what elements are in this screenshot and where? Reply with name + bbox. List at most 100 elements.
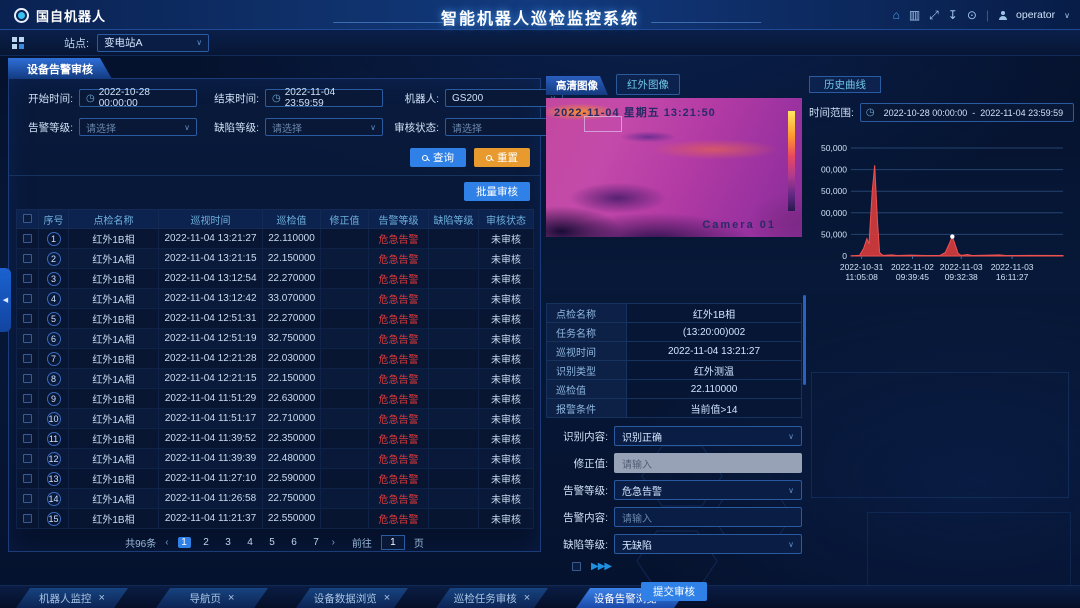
row-checkbox[interactable] (23, 353, 32, 363)
page-button-7[interactable]: 7 (313, 537, 319, 548)
recognition-content-select[interactable]: 识别正确 ∨ (614, 426, 802, 446)
image-detail-panel: 高清图像 红外图像 2022-11-04 星期五 13:21:50 Camera … (546, 74, 802, 601)
apps-grid-icon[interactable] (12, 36, 24, 49)
row-checkbox[interactable] (23, 413, 32, 423)
alarm-level-select[interactable]: 危急告警 ∨ (614, 480, 802, 500)
alarm-content-input[interactable]: 请输入 (614, 507, 802, 527)
row-checkbox[interactable] (23, 373, 32, 383)
fullscreen-icon[interactable]: ⤢ (929, 8, 939, 22)
table-cell: 红外1A相 (68, 448, 159, 469)
page-button-4[interactable]: 4 (247, 537, 253, 548)
batch-review-button[interactable]: 批量审核 (464, 182, 530, 201)
bottom-tab-机器人监控[interactable]: 机器人监控 × (16, 588, 128, 608)
time-range-label: 时间范围: (809, 107, 854, 119)
submit-review-button[interactable]: 提交审核 (641, 582, 707, 601)
reset-button[interactable]: 重置 (474, 148, 530, 167)
page-button-5[interactable]: 5 (269, 537, 275, 548)
image-tab[interactable]: 红外图像 (616, 74, 680, 95)
home-icon[interactable]: ⌂ (892, 8, 900, 22)
prev-page-button[interactable]: ‹ (165, 537, 169, 548)
table-row[interactable]: 11 红外1B相 2022-11-04 11:39:52 22.350000 危急告警 未… (16, 428, 534, 449)
start-time-picker-label: 开始时间: (28, 92, 73, 105)
download-icon[interactable]: ↧ (947, 8, 958, 22)
bottom-tab-巡检任务审核[interactable]: 巡检任务审核 × (436, 588, 548, 608)
row-checkbox[interactable] (23, 473, 32, 483)
table-row[interactable]: 9 红外1B相 2022-11-04 11:51:29 22.630000 危急告警 未审… (16, 388, 534, 409)
defect-level-select[interactable]: 无缺陷 ∨ (614, 534, 802, 554)
start-time-picker[interactable]: ◷ 2022-10-28 00:00:00 (79, 87, 197, 109)
power-icon[interactable]: ⊙ (966, 8, 977, 22)
next-page-button[interactable]: › (331, 537, 335, 548)
page-button-3[interactable]: 3 (225, 537, 231, 548)
table-cell (320, 408, 369, 429)
history-curve-tab[interactable]: 历史曲线 (809, 76, 881, 93)
table-cell: 红外1A相 (68, 248, 159, 269)
table-row[interactable]: 3 红外1B相 2022-11-04 13:12:54 22.270000 危急告警 未审… (16, 268, 534, 289)
layout-icon[interactable]: ▥ (908, 8, 921, 22)
collapse-sidebar-arrow[interactable]: ◀ (0, 268, 11, 332)
close-icon[interactable]: × (98, 592, 105, 604)
scrollbar-thumb[interactable] (803, 295, 806, 385)
row-number: 14 (46, 491, 61, 506)
row-checkbox[interactable] (23, 313, 32, 323)
table-row[interactable]: 13 红外1B相 2022-11-04 11:27:10 22.590000 危急告警 未… (16, 468, 534, 489)
page-button-6[interactable]: 6 (291, 537, 297, 548)
end-time-picker[interactable]: ◷ 2022-11-04 23:59:59 (265, 87, 383, 109)
chevron-down-icon: ∨ (788, 485, 794, 495)
row-number: 4 (46, 291, 61, 306)
header-decor-line (644, 22, 762, 32)
form-checkbox[interactable] (572, 562, 581, 571)
table-row[interactable]: 12 红外1A相 2022-11-04 11:39:39 22.480000 危急告警 未… (16, 448, 534, 469)
row-checkbox[interactable] (23, 453, 32, 463)
search-button[interactable]: 查询 (410, 148, 466, 167)
svg-text:00,000: 00,000 (821, 208, 847, 218)
table-row[interactable]: 15 红外1B相 2022-11-04 11:21:37 22.550000 危急告警 未… (16, 508, 534, 529)
table-cell: 危急告警 (368, 268, 429, 289)
page-button-1[interactable]: 1 (177, 537, 191, 548)
svg-text:2022-11-03: 2022-11-03 (940, 262, 983, 272)
table-row[interactable]: 6 红外1A相 2022-11-04 12:51:19 32.750000 危急告警 未审… (16, 328, 534, 349)
table-row[interactable]: 14 红外1A相 2022-11-04 11:26:58 22.750000 危急告警 未… (16, 488, 534, 509)
review-status-filter[interactable]: 请选择∨ (445, 118, 563, 136)
close-icon[interactable]: × (523, 592, 531, 604)
user-menu[interactable]: operator (1016, 9, 1056, 21)
table-row[interactable]: 10 红外1A相 2022-11-04 11:51:17 22.710000 危急告警 未… (16, 408, 534, 429)
table-row[interactable]: 7 红外1B相 2022-11-04 12:21:28 22.030000 危急告警 未审… (16, 348, 534, 369)
time-range-picker[interactable]: ◷ 2022-10-28 00:00:00 - 2022-11-04 23:59… (859, 103, 1074, 122)
bottom-tab-导航页[interactable]: 导航页 × (156, 588, 268, 608)
alarm-level-filter[interactable]: 请选择 ∨ (79, 118, 197, 136)
form-row: 告警内容: 请输入 (546, 507, 802, 527)
row-checkbox[interactable] (23, 493, 32, 503)
image-tab[interactable]: 高清图像 (546, 76, 608, 95)
table-cell: 未审核 (478, 468, 534, 489)
defect-level-filter[interactable]: 请选择 ∨ (265, 118, 383, 136)
table-cell: 危急告警 (368, 488, 429, 509)
panel-tab-device-alarm-review[interactable]: 设备告警审核 (8, 58, 112, 79)
row-checkbox[interactable] (23, 273, 32, 283)
row-checkbox[interactable] (23, 253, 32, 263)
goto-page-input[interactable] (380, 535, 405, 550)
row-checkbox[interactable] (23, 513, 32, 523)
table-cell: 2022-11-04 11:51:17 (158, 408, 263, 429)
table-row[interactable]: 1 红外1B相 2022-11-04 13:21:27 22.110000 危急告警 未审… (16, 228, 534, 249)
station-select[interactable]: 变电站A ∨ (97, 33, 210, 52)
row-checkbox[interactable] (23, 393, 32, 403)
row-checkbox[interactable] (23, 233, 32, 243)
chevron-down-icon[interactable]: ∨ (1064, 10, 1070, 20)
table-cell (320, 228, 369, 249)
table-cell: 未审核 (478, 508, 534, 529)
table-row[interactable]: 5 红外1B相 2022-11-04 12:51:31 22.270000 危急告警 未审… (16, 308, 534, 329)
close-icon[interactable]: × (228, 592, 235, 604)
close-icon[interactable]: × (383, 592, 391, 604)
row-checkbox[interactable] (23, 293, 32, 303)
table-row[interactable]: 4 红外1A相 2022-11-04 13:12:42 33.070000 危急告警 未审… (16, 288, 534, 309)
table-row[interactable]: 8 红外1A相 2022-11-04 12:21:15 22.150000 危急告警 未审… (16, 368, 534, 389)
row-checkbox[interactable] (23, 433, 32, 443)
row-checkbox[interactable] (23, 333, 32, 343)
select-all-checkbox[interactable] (23, 214, 32, 224)
correction-value-input[interactable]: 请输入 (614, 453, 802, 473)
page-button-2[interactable]: 2 (203, 537, 209, 548)
bottom-tab-设备数据浏览[interactable]: 设备数据浏览 × (296, 588, 408, 608)
svg-text:2022-11-03: 2022-11-03 (991, 262, 1034, 272)
table-row[interactable]: 2 红外1A相 2022-11-04 13:21:15 22.150000 危急告警 未审… (16, 248, 534, 269)
